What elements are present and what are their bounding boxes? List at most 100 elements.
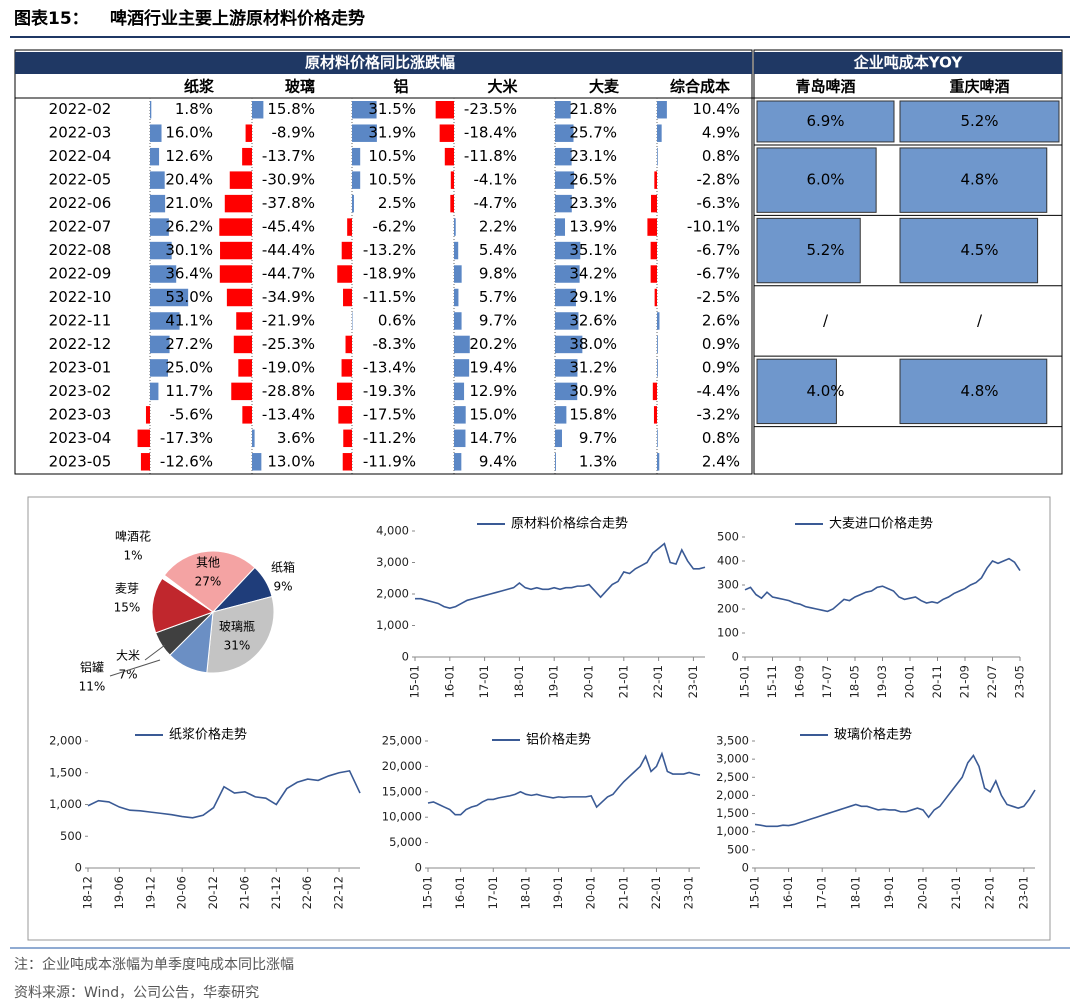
row-date: 2022-04 <box>49 147 112 165</box>
data-bar <box>252 429 255 448</box>
row-date: 2023-01 <box>49 358 112 376</box>
x-tick-label: 20-01 <box>582 665 596 698</box>
cost-value: 4.0% <box>806 382 844 400</box>
data-bar <box>454 288 459 307</box>
y-tick-label: 0 <box>415 861 422 875</box>
data-bar <box>343 288 352 307</box>
cell-value: 35.1% <box>569 241 617 259</box>
cell-value: 13.9% <box>569 218 617 236</box>
data-bar <box>352 171 361 189</box>
cell-value: 2.5% <box>378 194 416 212</box>
x-tick-label: 22-07 <box>985 665 999 698</box>
cell-value: 16.0% <box>165 124 213 142</box>
cell-value: 9.4% <box>479 452 517 470</box>
row-date: 2022-11 <box>49 311 112 329</box>
cell-value: -11.5% <box>363 288 416 306</box>
pie-label: 铝罐 <box>80 660 104 675</box>
cell-value: -34.9% <box>262 288 315 306</box>
pie-slice <box>161 574 214 613</box>
leader <box>109 659 161 677</box>
line-series <box>87 769 361 819</box>
data-bar <box>343 429 352 448</box>
cell-value: 13.0% <box>267 452 315 470</box>
y-tick-label: 100 <box>717 626 739 640</box>
cell-value: 10.5% <box>368 171 416 189</box>
pie-value: 15% <box>114 601 141 615</box>
x-tick-label: 20-06 <box>175 876 189 909</box>
data-bar <box>245 124 252 142</box>
table-header-band <box>15 52 752 74</box>
data-bar <box>341 359 352 377</box>
y-tick-label: 15,000 <box>382 784 422 798</box>
cell-value: 5.7% <box>479 288 517 306</box>
row-date: 2022-08 <box>49 241 112 259</box>
x-tick-label: 21-09 <box>958 665 972 698</box>
cell-value: 1.8% <box>175 100 213 118</box>
line-series <box>744 557 1021 613</box>
cost-value: 6.0% <box>806 171 844 189</box>
cell-value: 2.2% <box>479 218 517 236</box>
pie-value: 1% <box>123 549 142 563</box>
data-bar <box>651 194 657 213</box>
data-bar <box>242 406 252 424</box>
cell-value: 31.2% <box>569 358 617 376</box>
legend-label: 原材料价格综合走势 <box>511 516 628 532</box>
cell-value: 12.6% <box>165 147 213 165</box>
column-header: 纸浆 <box>184 78 215 96</box>
data-bar <box>555 335 583 354</box>
cell-value: -19.0% <box>262 358 315 376</box>
cell-value: -6.2% <box>372 218 416 236</box>
cell-value: 2.6% <box>702 311 740 329</box>
data-bar <box>555 429 562 448</box>
pie-label: 麦芽 <box>115 582 139 596</box>
y-tick-label: 2,000 <box>49 734 82 748</box>
pie-value: 27% <box>195 575 222 589</box>
cell-value: -11.2% <box>363 429 416 447</box>
cell-value: 14.7% <box>469 429 517 447</box>
x-tick-label: 19-01 <box>547 665 561 698</box>
x-tick-label: 20-01 <box>903 665 917 698</box>
data-bar <box>650 241 657 260</box>
row-date: 2022-12 <box>49 335 112 353</box>
cost-bar <box>756 100 895 143</box>
cell-value: -10.1% <box>687 218 740 236</box>
data-bar <box>555 288 576 307</box>
cell-value: -19.3% <box>363 382 416 400</box>
cost-bar <box>756 217 861 284</box>
data-bar <box>555 147 572 166</box>
cell-value: 0.9% <box>702 335 740 353</box>
x-tick-label: 21-01 <box>616 876 630 909</box>
x-tick-label: 15-01 <box>748 876 762 909</box>
data-bar <box>657 335 658 354</box>
data-bar <box>454 359 470 377</box>
y-tick-label: 2,000 <box>376 587 409 601</box>
column-header: 综合成本 <box>670 78 730 96</box>
cost-value: 5.2% <box>960 112 998 130</box>
cell-value: -13.2% <box>363 241 416 259</box>
pie-label: 纸箱 <box>271 560 295 575</box>
data-bar <box>140 453 150 471</box>
y-tick-label: 400 <box>717 554 739 568</box>
y-tick-label: 300 <box>717 578 739 592</box>
cell-value: 19.4% <box>469 358 517 376</box>
data-bar <box>435 101 454 119</box>
cell-value: 26.5% <box>569 171 617 189</box>
data-bar <box>454 382 465 401</box>
cell-value: 5.4% <box>479 241 517 259</box>
x-tick-label: 20-01 <box>584 876 598 909</box>
x-tick-label: 17-01 <box>815 876 829 909</box>
cell-value: -28.8% <box>262 382 315 400</box>
cell-value: 29.1% <box>569 288 617 306</box>
y-tick-label: 25,000 <box>382 734 422 748</box>
data-bar <box>238 359 252 377</box>
cell-value: -21.9% <box>262 311 315 329</box>
cell-value: 21.0% <box>165 194 213 212</box>
cost-value: / <box>823 311 829 329</box>
data-bar <box>150 147 160 166</box>
row-date: 2023-02 <box>49 382 112 400</box>
pie-label: 大米 <box>116 649 140 663</box>
cell-value: -2.5% <box>696 288 740 306</box>
data-bar <box>454 265 462 283</box>
data-bar <box>657 312 660 330</box>
